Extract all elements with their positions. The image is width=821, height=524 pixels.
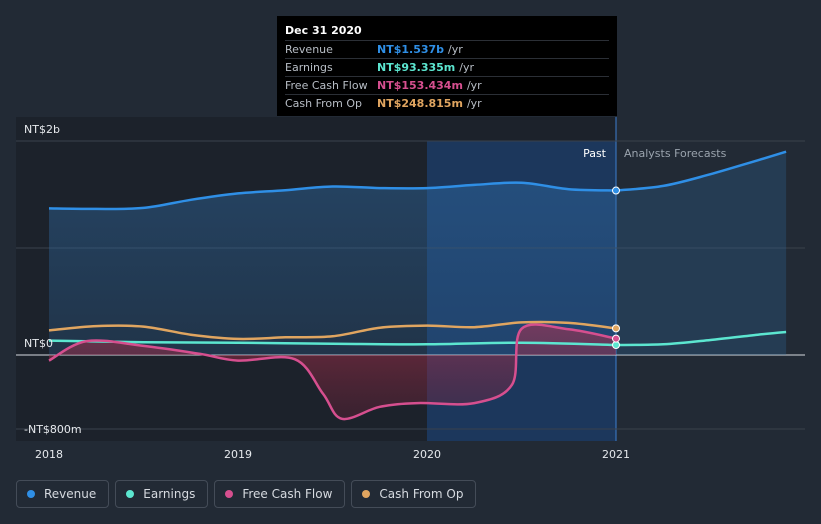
- legend-dot-icon: [362, 490, 371, 498]
- tooltip-value: NT$153.434m: [377, 79, 463, 92]
- tooltip-label: Cash From Op: [285, 97, 363, 110]
- x-tick-label: 2018: [35, 448, 63, 461]
- tooltip-date: Dec 31 2020: [285, 24, 362, 37]
- tooltip-row-cash-from-op: Cash From Op NT$248.815m /yr: [285, 94, 609, 112]
- tooltip-unit: /yr: [466, 79, 482, 92]
- tooltip-row-revenue: Revenue NT$1.537b /yr: [285, 40, 609, 58]
- legend-item-earnings[interactable]: Earnings: [115, 480, 209, 508]
- y-tick-label: NT$0: [24, 337, 53, 350]
- tooltip-label: Revenue: [285, 43, 333, 56]
- past-label: Past: [583, 147, 607, 160]
- tooltip-label: Earnings: [285, 61, 333, 74]
- free-cash-flow-marker: [612, 334, 620, 343]
- legend-dot-icon: [225, 490, 234, 498]
- y-tick-label: NT$2b: [24, 123, 60, 136]
- tooltip-row-earnings: Earnings NT$93.335m /yr: [285, 58, 609, 76]
- x-tick-label: 2021: [602, 448, 630, 461]
- tooltip-unit: /yr: [466, 97, 482, 110]
- x-tick-label: 2020: [413, 448, 441, 461]
- revenue-marker: [612, 186, 620, 195]
- legend-label: Revenue: [44, 487, 97, 501]
- x-tick-label: 2019: [224, 448, 252, 461]
- legend-item-free-cash-flow[interactable]: Free Cash Flow: [214, 480, 346, 508]
- tooltip: Dec 31 2020 Revenue NT$1.537b /yr Earnin…: [277, 16, 617, 116]
- legend-item-cash-from-op[interactable]: Cash From Op: [351, 480, 477, 508]
- tooltip-unit: /yr: [448, 43, 463, 56]
- free-cash-flow-area: [49, 324, 616, 420]
- tooltip-label: Free Cash Flow: [285, 79, 368, 92]
- legend-label: Free Cash Flow: [242, 487, 333, 501]
- revenue-line: [48, 181, 617, 211]
- y-tick-label: -NT$800m: [24, 423, 82, 436]
- tooltip-row-free-cash-flow: Free Cash Flow NT$153.434m /yr: [285, 76, 609, 94]
- forecast-label: Analysts Forecasts: [624, 147, 727, 160]
- cash-from-op-line: [48, 320, 617, 341]
- earnings-forecast-line: [615, 330, 787, 347]
- tooltip-value: NT$1.537b: [377, 43, 445, 56]
- legend-dot-icon: [126, 490, 135, 498]
- tooltip-value: NT$248.815m: [377, 97, 463, 110]
- legend-label: Cash From Op: [379, 487, 464, 501]
- cash-from-op-marker: [612, 324, 620, 333]
- earnings-line: [48, 339, 617, 347]
- tooltip-unit: /yr: [459, 61, 475, 74]
- revenue-area: [49, 182, 616, 355]
- legend-item-revenue[interactable]: Revenue: [16, 480, 110, 508]
- chart-legend: Revenue Earnings Free Cash Flow Cash Fro…: [16, 480, 477, 508]
- legend-label: Earnings: [143, 487, 196, 501]
- tooltip-value: NT$93.335m: [377, 61, 456, 74]
- revenue-forecast-area: [616, 151, 787, 355]
- revenue-forecast-line: [615, 150, 787, 192]
- free-cash-flow-line: [48, 323, 617, 421]
- legend-dot-icon: [27, 490, 35, 498]
